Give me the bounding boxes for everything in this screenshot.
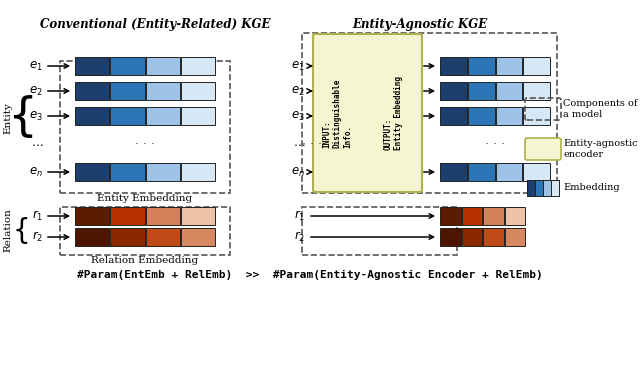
Text: $e_n$: $e_n$ bbox=[291, 166, 305, 179]
Bar bbox=[110, 228, 145, 246]
Bar bbox=[440, 207, 461, 225]
Bar bbox=[468, 57, 495, 75]
Bar bbox=[75, 207, 109, 225]
Text: $e_3$: $e_3$ bbox=[291, 109, 305, 123]
Text: INPUT:
Distinguishable
Info.: INPUT: Distinguishable Info. bbox=[322, 78, 352, 148]
Text: $e_1$: $e_1$ bbox=[29, 59, 43, 73]
Bar bbox=[468, 163, 495, 181]
Bar bbox=[110, 82, 145, 100]
Bar bbox=[504, 207, 525, 225]
Text: OUTPUT:
Entity Embedding: OUTPUT: Entity Embedding bbox=[383, 76, 403, 150]
Text: Relation Embedding: Relation Embedding bbox=[92, 256, 198, 265]
Bar bbox=[180, 228, 215, 246]
Bar bbox=[440, 82, 467, 100]
Text: $r_1$: $r_1$ bbox=[32, 209, 43, 223]
Text: $r_2$: $r_2$ bbox=[32, 230, 43, 244]
Bar bbox=[552, 180, 559, 196]
Text: $e_2$: $e_2$ bbox=[29, 84, 43, 98]
Bar bbox=[524, 107, 550, 125]
Text: $\{$: $\{$ bbox=[12, 214, 28, 245]
Bar bbox=[75, 228, 109, 246]
Text: $\{$: $\{$ bbox=[7, 94, 33, 141]
Bar bbox=[495, 57, 522, 75]
Bar bbox=[495, 163, 522, 181]
Bar bbox=[440, 163, 467, 181]
Text: $e_3$: $e_3$ bbox=[29, 109, 43, 123]
Bar bbox=[483, 228, 504, 246]
Text: Entity Embedding: Entity Embedding bbox=[97, 194, 193, 203]
Text: · · ·: · · · bbox=[135, 138, 155, 150]
Bar bbox=[180, 57, 215, 75]
Bar bbox=[468, 82, 495, 100]
Bar bbox=[145, 82, 180, 100]
Bar bbox=[504, 228, 525, 246]
Bar bbox=[440, 57, 467, 75]
Bar bbox=[524, 163, 550, 181]
Bar bbox=[110, 107, 145, 125]
Text: $e_1$: $e_1$ bbox=[291, 59, 305, 73]
Bar bbox=[483, 207, 504, 225]
Bar bbox=[495, 82, 522, 100]
Bar bbox=[468, 107, 495, 125]
Bar bbox=[145, 57, 180, 75]
Bar bbox=[527, 180, 534, 196]
Bar bbox=[75, 82, 109, 100]
Text: $e_n$: $e_n$ bbox=[29, 166, 43, 179]
Text: #Param(EntEmb + RelEmb)  >>  #Param(Entity-Agnostic Encoder + RelEmb): #Param(EntEmb + RelEmb) >> #Param(Entity… bbox=[77, 270, 543, 280]
Text: · · ·: · · · bbox=[303, 138, 323, 150]
Bar bbox=[461, 228, 482, 246]
Text: Entity-agnostic
encoder: Entity-agnostic encoder bbox=[563, 139, 637, 159]
Bar bbox=[145, 107, 180, 125]
Text: Entity-Agnostic KGE: Entity-Agnostic KGE bbox=[353, 18, 488, 31]
Bar bbox=[461, 207, 482, 225]
Text: Relation: Relation bbox=[3, 208, 13, 252]
Text: · · ·: · · · bbox=[485, 138, 505, 150]
Text: $\cdots$: $\cdots$ bbox=[292, 138, 305, 150]
Bar bbox=[110, 57, 145, 75]
Bar bbox=[75, 163, 109, 181]
Bar bbox=[145, 207, 180, 225]
FancyBboxPatch shape bbox=[525, 138, 561, 160]
Bar bbox=[110, 207, 145, 225]
Bar bbox=[75, 57, 109, 75]
Bar bbox=[180, 163, 215, 181]
Bar bbox=[75, 107, 109, 125]
Bar bbox=[543, 180, 551, 196]
Text: Components of
a model: Components of a model bbox=[563, 99, 637, 119]
Bar bbox=[180, 107, 215, 125]
Text: Embedding: Embedding bbox=[563, 184, 620, 192]
Bar bbox=[524, 57, 550, 75]
Bar bbox=[440, 228, 461, 246]
Bar bbox=[440, 107, 467, 125]
Bar bbox=[145, 228, 180, 246]
Bar bbox=[145, 163, 180, 181]
Text: $\cdots$: $\cdots$ bbox=[31, 138, 43, 150]
Text: $r_2$: $r_2$ bbox=[294, 230, 305, 244]
Bar bbox=[110, 163, 145, 181]
Text: Conventional (Entity-Related) KGE: Conventional (Entity-Related) KGE bbox=[40, 18, 270, 31]
Bar bbox=[495, 107, 522, 125]
Text: Entity: Entity bbox=[3, 102, 13, 134]
Bar bbox=[535, 180, 543, 196]
Bar bbox=[180, 82, 215, 100]
Text: $r_1$: $r_1$ bbox=[294, 209, 305, 223]
Bar bbox=[180, 207, 215, 225]
FancyBboxPatch shape bbox=[313, 34, 422, 192]
Text: $e_2$: $e_2$ bbox=[291, 84, 305, 98]
Bar bbox=[524, 82, 550, 100]
